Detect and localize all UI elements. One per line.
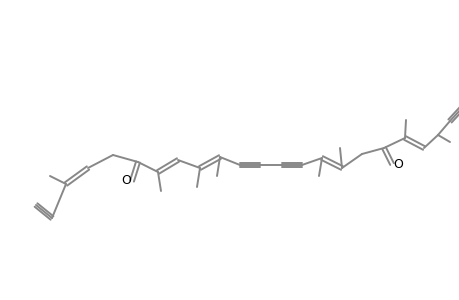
Text: O: O	[392, 158, 402, 170]
Text: O: O	[121, 175, 131, 188]
